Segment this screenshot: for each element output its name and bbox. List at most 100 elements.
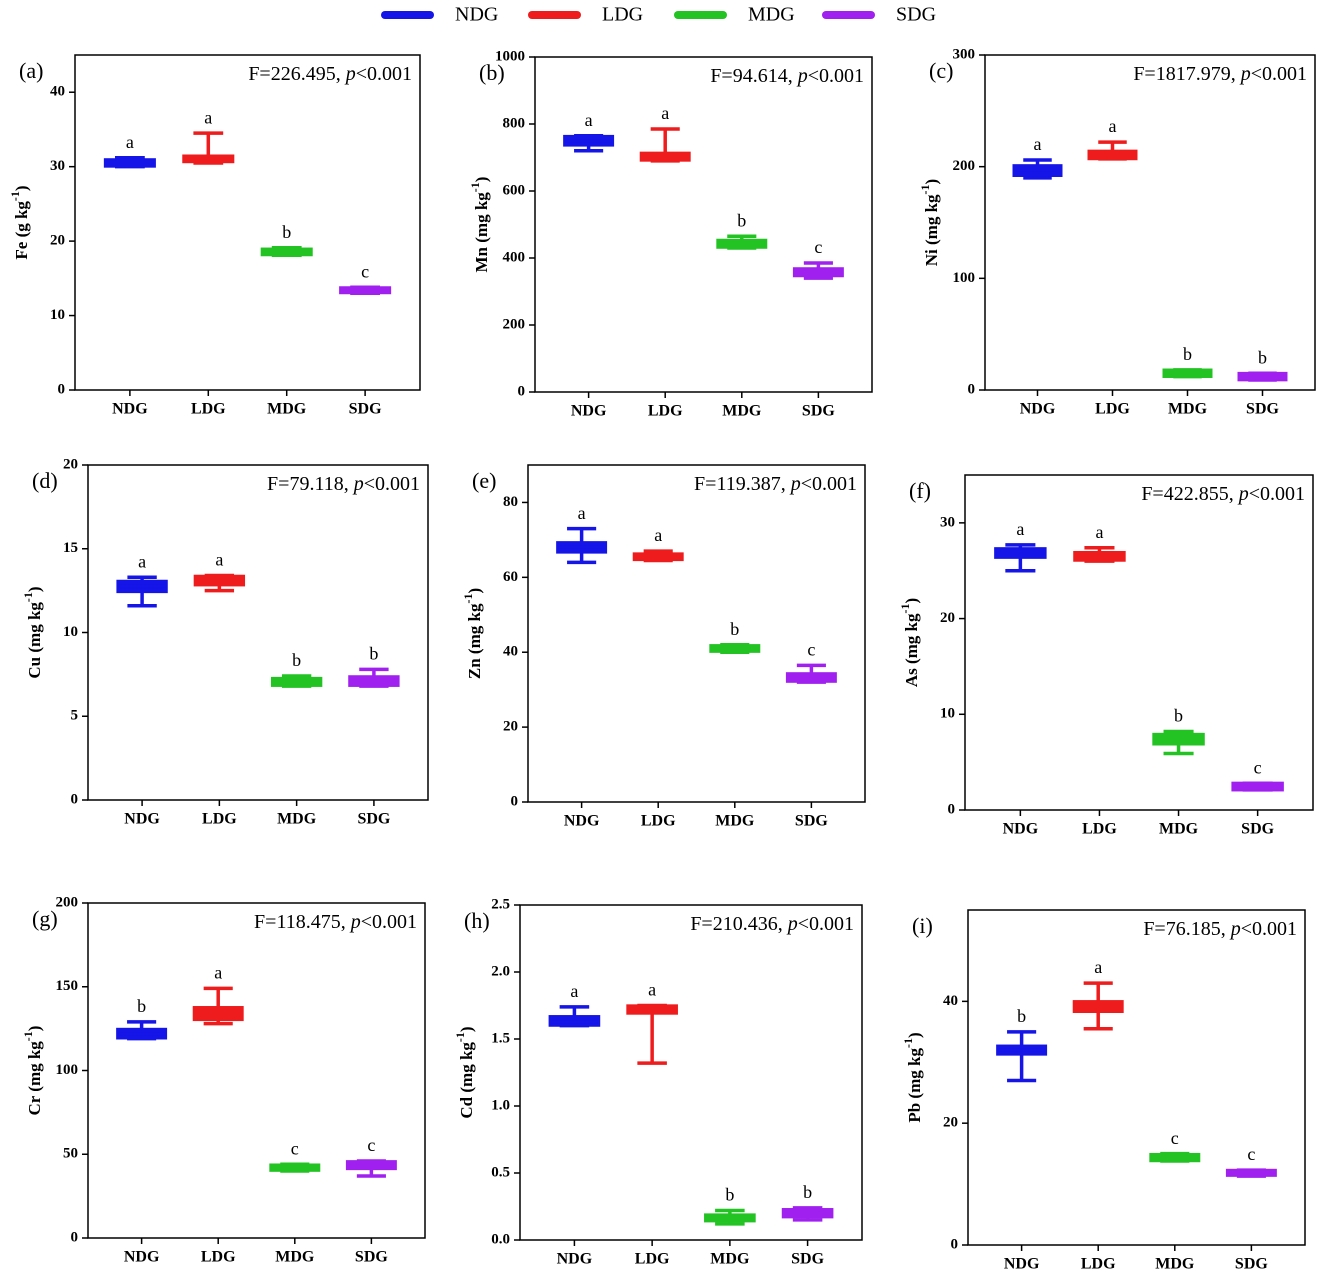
y-tick-label: 30 [50,158,65,174]
panel-label: (d) [32,468,58,493]
annotation-part: p [1229,918,1241,940]
y-axis-label: Pb (mg kg-1) [901,1032,924,1122]
group-letter: a [661,103,669,123]
whisker-high [1083,981,1113,1003]
y-axis-label: Zn (mg kg-1) [461,588,484,679]
plot-frame [74,54,421,391]
y-tick-label: 1.0 [491,1097,510,1113]
y-tick-label: 20 [503,719,518,735]
group-letter: b [1174,706,1183,726]
x-tick-label: NDG [1004,1256,1040,1273]
y-tick-label: 0.0 [491,1231,510,1247]
annotation-part: F=94.614, [710,65,797,87]
group-letter: a [1109,116,1117,136]
whisker-high [650,127,680,155]
y-tick-label: 40 [50,84,65,100]
y-axis-label-part: ) [25,586,44,592]
y-tick-label: 200 [953,158,976,174]
annotation-part: F=422.855, [1141,483,1238,505]
x-tick-label: SDG [349,401,382,418]
x-tick-label: MDG [1168,401,1208,418]
annotation-part: <0.001 [798,913,854,935]
plot-frame [967,909,1306,1246]
annotation: F=422.855, p<0.001 [1141,483,1305,505]
annotation-part: <0.001 [356,63,412,85]
panel-label: (c) [929,58,953,83]
panel-label: (g) [32,906,58,931]
annotation-part: p [1237,483,1249,505]
group-letter: a [570,981,578,1001]
group-letter: c [807,639,815,659]
y-tick-label: 300 [953,46,976,62]
y-tick-label: 0 [951,1236,959,1252]
y-tick-label: 100 [953,270,976,286]
y-tick-label: 2.5 [491,896,510,912]
x-tick-label: LDG [1095,401,1130,418]
y-tick-label: 0 [948,801,956,817]
y-tick-label: 60 [503,569,518,585]
annotation-part: <0.001 [1251,63,1307,85]
group-letter: a [204,107,212,127]
y-tick-label: 2.0 [491,963,510,979]
annotation: F=119.387, p<0.001 [694,473,857,495]
x-tick-label: MDG [722,403,762,420]
y-tick-label: 100 [56,1062,79,1078]
y-axis-label: Cu (mg kg-1) [21,586,44,678]
y-axis-label-part: ) [457,1026,476,1032]
whisker-low [127,590,157,608]
plot-frame [527,464,866,803]
y-axis-label-part: -1 [21,1031,35,1041]
annotation: F=94.614, p<0.001 [710,65,864,87]
plot-frame [964,474,1314,811]
panel-label: (h) [464,908,490,933]
y-tick-label: 200 [503,316,526,332]
y-axis-label-part: -1 [453,1032,467,1042]
x-tick-label: NDG [571,403,607,420]
group-letter: b [1258,347,1267,367]
group-letter: a [138,551,146,571]
panel-label: (b) [479,60,505,85]
y-axis-label-part: -1 [8,191,22,201]
annotation-part: <0.001 [1241,918,1297,940]
y-axis-label-part: -1 [901,1038,915,1048]
x-tick-label: LDG [1082,821,1117,838]
y-axis-label: Cr (mg kg-1) [21,1026,44,1116]
annotation-part: p [349,911,361,933]
y-axis-label-part: Cd (mg kg [457,1042,476,1119]
annotation-part: F=119.387, [694,473,791,495]
annotation-part: p [344,63,356,85]
group-letter: b [282,222,291,242]
x-tick-label: NDG [1020,401,1056,418]
legend-label: SDG [896,4,936,26]
y-tick-label: 50 [63,1146,78,1162]
x-tick-label: NDG [557,1251,593,1268]
x-tick-label: LDG [648,403,683,420]
y-tick-label: 30 [940,514,955,530]
y-tick-label: 40 [943,993,958,1009]
y-tick-label: 10 [50,307,65,323]
x-tick-label: MDG [715,813,755,830]
panel-label: (e) [472,468,496,493]
y-axis-label-part: Mn (mg kg [472,192,491,273]
group-letter: a [1095,522,1103,542]
annotation: F=76.185, p<0.001 [1143,918,1297,940]
x-tick-label: LDG [201,1249,236,1266]
annotation-part: p [786,913,798,935]
x-tick-label: SDG [1235,1256,1268,1273]
x-tick-label: SDG [1241,821,1274,838]
group-letter: b [1017,1006,1026,1026]
y-tick-label: 20 [50,233,65,249]
y-tick-label: 800 [503,115,526,131]
y-tick-label: 5 [71,708,79,724]
group-letter: c [367,1135,375,1155]
group-letter: b [730,619,739,639]
group-letter: b [369,643,378,663]
annotation: F=118.475, p<0.001 [254,911,417,933]
whisker-low [1007,1053,1037,1083]
annotation-part: F=210.436, [690,913,787,935]
group-letter: c [1254,757,1262,777]
y-tick-label: 20 [943,1115,958,1131]
y-tick-label: 0 [58,381,66,397]
legend-label: NDG [455,4,498,26]
panel-label: (i) [912,913,933,938]
